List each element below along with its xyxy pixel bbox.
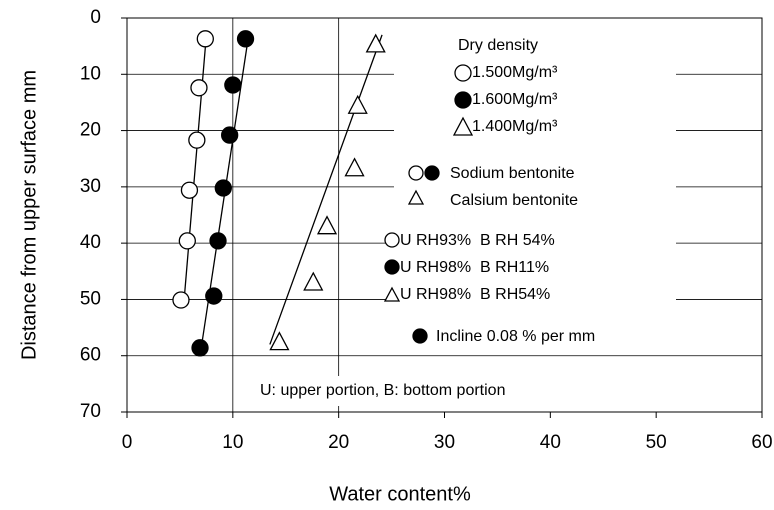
marker <box>221 126 239 144</box>
legend-box <box>394 30 676 348</box>
trend-line <box>269 34 383 345</box>
marker <box>209 232 227 250</box>
marker-icon <box>384 259 400 275</box>
y-tick-label: 70 <box>80 401 101 422</box>
marker <box>365 33 386 53</box>
marker <box>172 291 190 309</box>
marker-icon <box>383 286 401 302</box>
legend-label: 1.500Mg/m³ <box>472 64 558 81</box>
plot-frame <box>126 17 763 413</box>
x-tick-label: 50 <box>646 432 667 453</box>
marker <box>344 157 365 177</box>
marker <box>269 331 290 351</box>
x-tick-label: 60 <box>751 432 772 453</box>
x-tick-label: 10 <box>222 432 243 453</box>
y-tick-label: 20 <box>80 120 101 141</box>
marker <box>454 64 472 82</box>
trend-line <box>183 34 208 300</box>
marker <box>303 271 324 291</box>
marker <box>347 94 368 114</box>
legend-label: 1.600Mg/m³ <box>472 91 558 108</box>
legend-title: Dry density <box>458 37 538 54</box>
marker <box>452 116 474 136</box>
marker-icon <box>407 189 425 205</box>
marker <box>316 215 338 235</box>
marker-icon <box>424 165 440 181</box>
marker <box>180 181 199 199</box>
marker <box>205 287 223 305</box>
marker <box>224 76 242 94</box>
x-axis-label: Water content% <box>329 483 471 505</box>
marker <box>454 91 472 109</box>
marker <box>190 79 208 97</box>
y-tick-label: 40 <box>80 232 101 253</box>
marker <box>191 339 209 357</box>
note-box <box>236 376 606 406</box>
marker-icon <box>384 232 400 248</box>
marker <box>236 30 255 48</box>
marker-icon <box>408 165 424 181</box>
marker <box>196 30 214 48</box>
legend-label: 1.400Mg/m³ <box>472 118 558 135</box>
annotation: Incline 0.08 % per mm <box>436 328 595 345</box>
x-tick-label: 40 <box>540 432 561 453</box>
x-tick-label: 0 <box>122 432 133 453</box>
y-tick-label: 50 <box>80 288 101 309</box>
marker <box>214 179 232 197</box>
y-tick-label: 60 <box>80 345 101 366</box>
annotation: U RH98% B RH54% <box>400 286 550 303</box>
plot <box>172 30 386 357</box>
annotation: U RH93% B RH 54% <box>400 232 555 249</box>
marker-icon <box>412 328 428 344</box>
marker <box>178 232 196 250</box>
y-tick-label: 30 <box>80 176 101 197</box>
x-tick-label: 30 <box>434 432 455 453</box>
x-tick-label: 20 <box>328 432 349 453</box>
annotation-markers <box>383 165 440 344</box>
y-axis-label: Distance from upper surface mm <box>18 70 40 360</box>
annotation: Sodium bentonite <box>450 165 575 182</box>
y-tick-label: 0 <box>90 7 101 28</box>
annotation: U RH98% B RH11% <box>400 259 549 276</box>
annotation: U: upper portion, B: bottom portion <box>260 382 505 399</box>
y-tick-label: 10 <box>80 63 101 84</box>
annotation: Calsium bentonite <box>450 192 578 209</box>
marker <box>188 131 206 149</box>
